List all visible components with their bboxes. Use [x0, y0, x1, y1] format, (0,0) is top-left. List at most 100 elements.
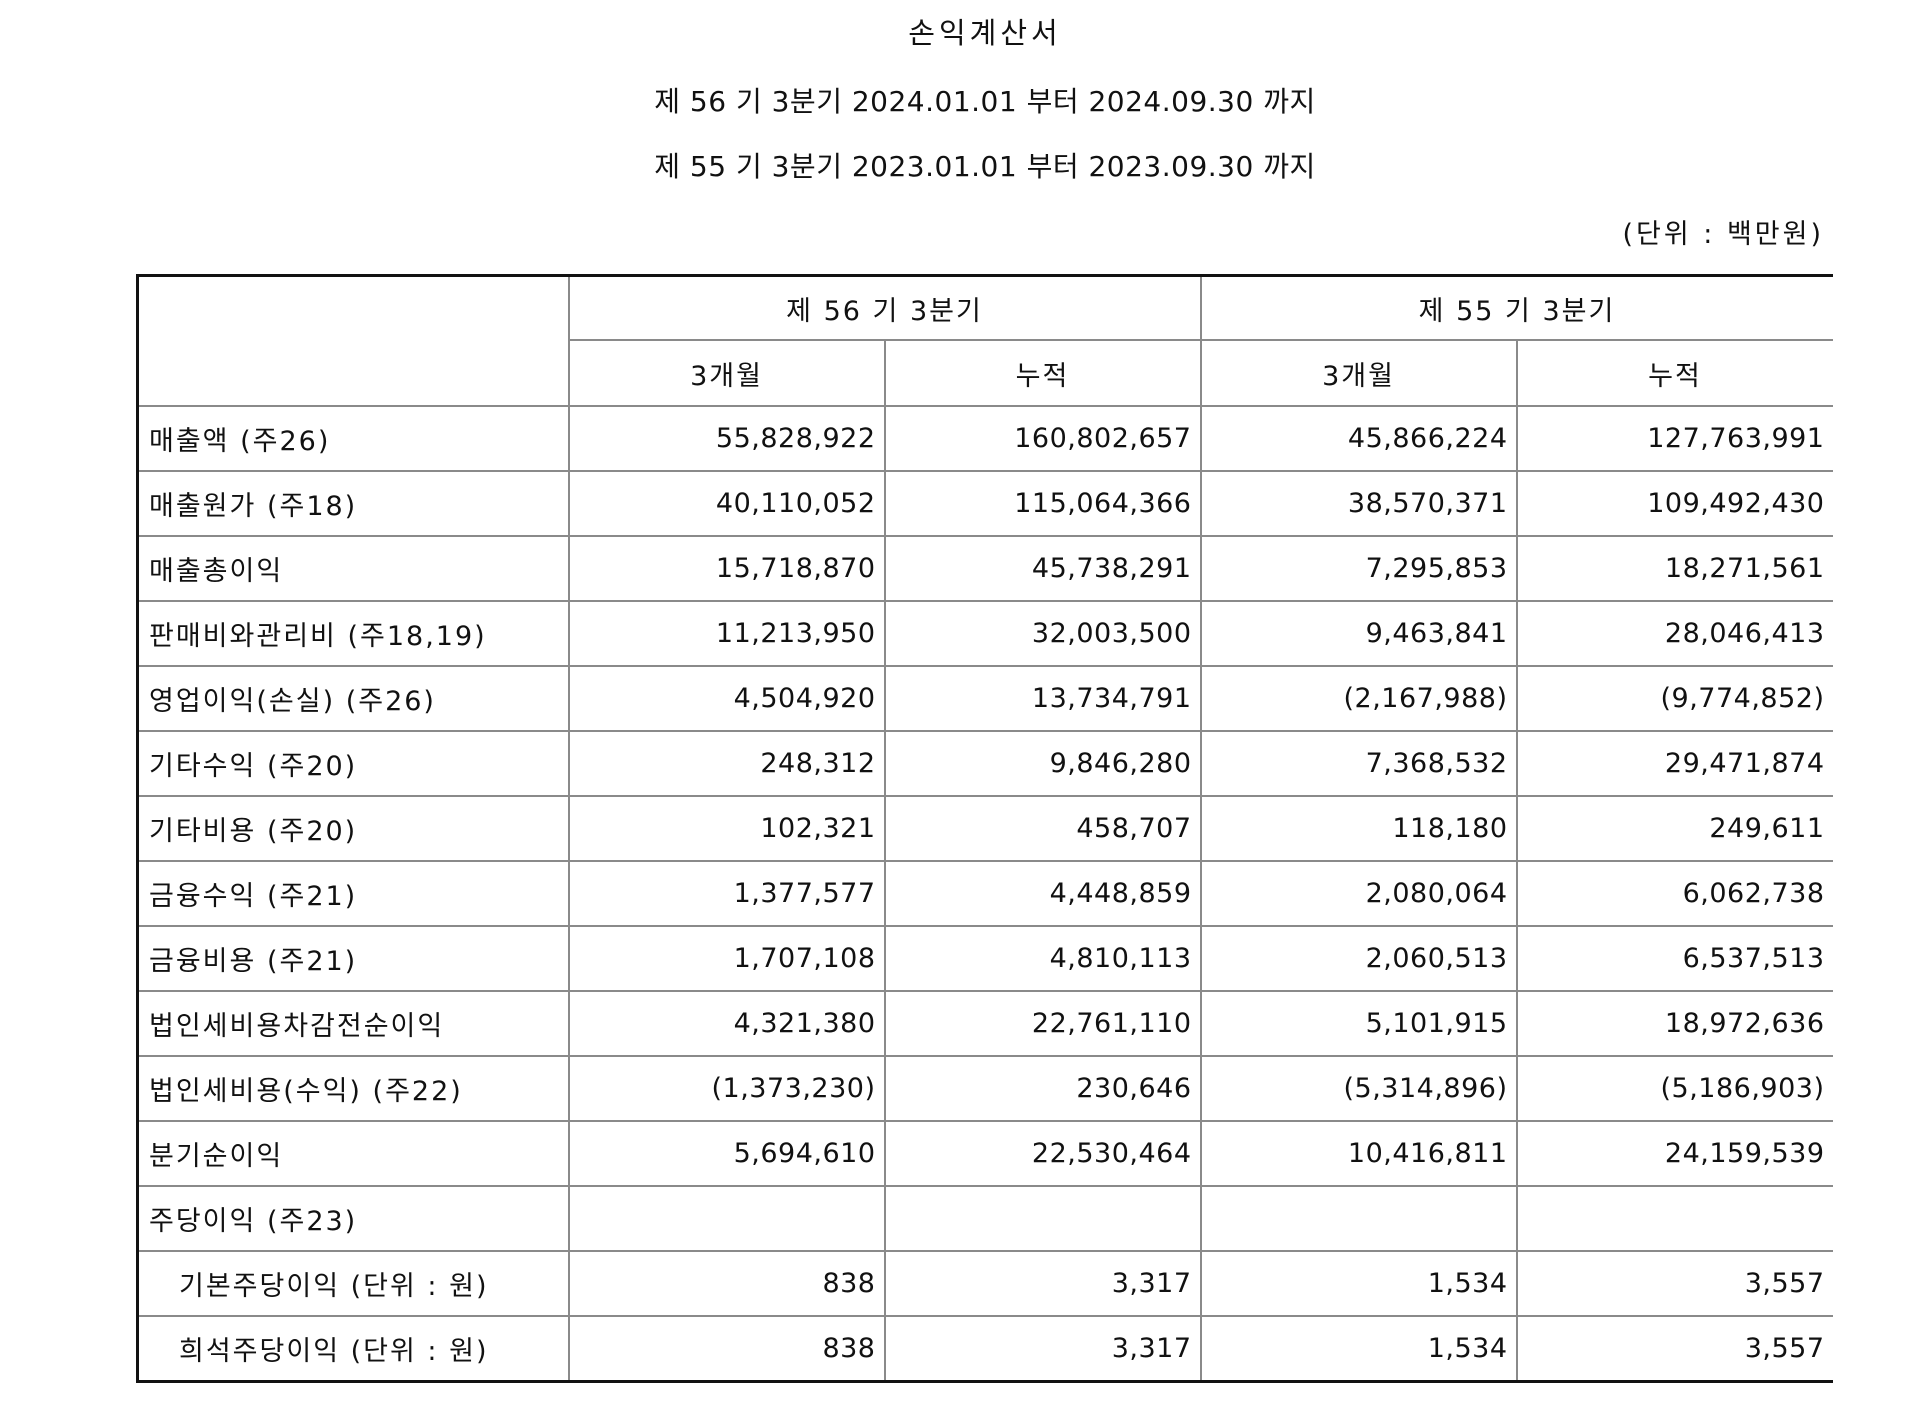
- row-value: 3,317: [883, 1250, 1202, 1317]
- table-row: 법인세비용차감전순이익 4,321,380 22,761,110 5,101,915 1…: [136, 990, 1833, 1057]
- row-value: (2,167,988): [1199, 665, 1518, 732]
- row-value: 4,448,859: [883, 860, 1202, 927]
- row-label: 희석주당이익 (단위 : 원): [136, 1315, 570, 1383]
- row-value: 1,534: [1199, 1315, 1518, 1383]
- row-value: 248,312: [567, 730, 886, 797]
- label-column-header: [136, 274, 570, 407]
- row-value: 1,534: [1199, 1250, 1518, 1317]
- row-label: 금융비용 (주21): [136, 925, 570, 992]
- header-prior-cumulative: 누적: [1515, 339, 1833, 407]
- row-value: 1,377,577: [567, 860, 886, 927]
- header-current-3-months: 3개월: [567, 339, 886, 407]
- row-label: 기본주당이익 (단위 : 원): [136, 1250, 570, 1317]
- table-row: 판매비와관리비 (주18,19) 11,213,950 32,003,500 9,46…: [136, 600, 1833, 667]
- row-value: 32,003,500: [883, 600, 1202, 667]
- row-label: 주당이익 (주23): [136, 1185, 570, 1252]
- row-value: 40,110,052: [567, 470, 886, 537]
- row-value: 55,828,922: [567, 405, 886, 472]
- row-value: (1,373,230): [567, 1055, 886, 1122]
- row-value: 15,718,870: [567, 535, 886, 602]
- prior-period: 제 55 기 3분기 2023.01.01 부터 2023.09.30 까지: [654, 150, 1316, 183]
- row-value: 22,530,464: [883, 1120, 1202, 1187]
- row-value: 24,159,539: [1515, 1120, 1833, 1187]
- row-value: 22,761,110: [883, 990, 1202, 1057]
- row-value: 18,972,636: [1515, 990, 1833, 1057]
- row-value: [567, 1185, 886, 1252]
- row-value: 230,646: [883, 1055, 1202, 1122]
- header-current-cumulative: 누적: [883, 339, 1202, 407]
- income-statement-table: 제 56 기 3분기 제 55 기 3분기 3개월 누적 3개월 누적 매출액 …: [136, 274, 1833, 1383]
- row-value: 9,463,841: [1199, 600, 1518, 667]
- row-value: [1515, 1185, 1833, 1252]
- table-row: 금융비용 (주21) 1,707,108 4,810,113 2,060,513 6,5…: [136, 925, 1833, 992]
- row-label: 법인세비용차감전순이익: [136, 990, 570, 1057]
- row-value: 45,738,291: [883, 535, 1202, 602]
- row-value: 28,046,413: [1515, 600, 1833, 667]
- row-value: (9,774,852): [1515, 665, 1833, 732]
- document-title: 손익계산서: [908, 16, 1062, 50]
- row-value: 115,064,366: [883, 470, 1202, 537]
- row-value: 5,101,915: [1199, 990, 1518, 1057]
- row-value: (5,186,903): [1515, 1055, 1833, 1122]
- row-value: 838: [567, 1315, 886, 1383]
- row-value: 38,570,371: [1199, 470, 1518, 537]
- row-value: 45,866,224: [1199, 405, 1518, 472]
- row-value: 1,707,108: [567, 925, 886, 992]
- header-row-subperiods: 3개월 누적 3개월 누적: [138, 339, 1833, 407]
- unit-note: (단위 : 백만원): [1622, 219, 1824, 250]
- header-prior-3-months: 3개월: [1199, 339, 1518, 407]
- row-label: 판매비와관리비 (주18,19): [136, 600, 570, 667]
- row-value: 13,734,791: [883, 665, 1202, 732]
- table-row: 법인세비용(수익) (주22) (1,373,230) 230,646 (5,314,…: [136, 1055, 1833, 1122]
- row-label: 매출총이익: [136, 535, 570, 602]
- table-row: 희석주당이익 (단위 : 원) 838 3,317 1,534 3,557: [136, 1315, 1833, 1383]
- row-label: 매출원가 (주18): [136, 470, 570, 537]
- row-value: 6,062,738: [1515, 860, 1833, 927]
- table-row: 영업이익(손실) (주26) 4,504,920 13,734,791 (2,167,…: [136, 665, 1833, 732]
- row-value: 3,557: [1515, 1250, 1833, 1317]
- table-row: 기본주당이익 (단위 : 원) 838 3,317 1,534 3,557: [136, 1250, 1833, 1317]
- row-label: 매출액 (주26): [136, 405, 570, 472]
- table-row: 기타수익 (주20) 248,312 9,846,280 7,368,532 29,47…: [136, 730, 1833, 797]
- row-value: 102,321: [567, 795, 886, 862]
- row-label: 금융수익 (주21): [136, 860, 570, 927]
- row-value: 2,060,513: [1199, 925, 1518, 992]
- row-value: 5,694,610: [567, 1120, 886, 1187]
- row-value: 838: [567, 1250, 886, 1317]
- row-value: 7,368,532: [1199, 730, 1518, 797]
- row-label: 분기순이익: [136, 1120, 570, 1187]
- row-value: 3,557: [1515, 1315, 1833, 1383]
- header-current-period: 제 56 기 3분기: [567, 274, 1202, 341]
- row-value: 127,763,991: [1515, 405, 1833, 472]
- row-value: 458,707: [883, 795, 1202, 862]
- table-row: 매출원가 (주18) 40,110,052 115,064,366 38,570,37…: [136, 470, 1833, 537]
- row-label: 기타비용 (주20): [136, 795, 570, 862]
- header-row-periods: 제 56 기 3분기 제 55 기 3분기: [136, 274, 1833, 407]
- table-row: 금융수익 (주21) 1,377,577 4,448,859 2,080,064 6,0…: [136, 860, 1833, 927]
- row-value: 249,611: [1515, 795, 1833, 862]
- row-value: 9,846,280: [883, 730, 1202, 797]
- row-label: 법인세비용(수익) (주22): [136, 1055, 570, 1122]
- current-period: 제 56 기 3분기 2024.01.01 부터 2024.09.30 까지: [654, 85, 1316, 118]
- row-value: 6,537,513: [1515, 925, 1833, 992]
- table-row: 분기순이익 5,694,610 22,530,464 10,416,811 24,159…: [136, 1120, 1833, 1187]
- row-value: 160,802,657: [883, 405, 1202, 472]
- row-value: [1199, 1185, 1518, 1252]
- row-label: 기타수익 (주20): [136, 730, 570, 797]
- row-value: 4,504,920: [567, 665, 886, 732]
- header-prior-period: 제 55 기 3분기: [1199, 274, 1833, 341]
- row-value: 29,471,874: [1515, 730, 1833, 797]
- row-value: 3,317: [883, 1315, 1202, 1383]
- row-value: 11,213,950: [567, 600, 886, 667]
- table-row: 주당이익 (주23): [136, 1185, 1833, 1252]
- row-value: 118,180: [1199, 795, 1518, 862]
- row-value: (5,314,896): [1199, 1055, 1518, 1122]
- row-value: 10,416,811: [1199, 1120, 1518, 1187]
- table-row: 매출총이익 15,718,870 45,738,291 7,295,853 18,271…: [136, 535, 1833, 602]
- row-value: 7,295,853: [1199, 535, 1518, 602]
- row-label: 영업이익(손실) (주26): [136, 665, 570, 732]
- row-value: 4,321,380: [567, 990, 886, 1057]
- table-row: 매출액 (주26) 55,828,922 160,802,657 45,866,224…: [136, 405, 1833, 472]
- table-row: 기타비용 (주20) 102,321 458,707 118,180 249,611: [136, 795, 1833, 862]
- row-value: 18,271,561: [1515, 535, 1833, 602]
